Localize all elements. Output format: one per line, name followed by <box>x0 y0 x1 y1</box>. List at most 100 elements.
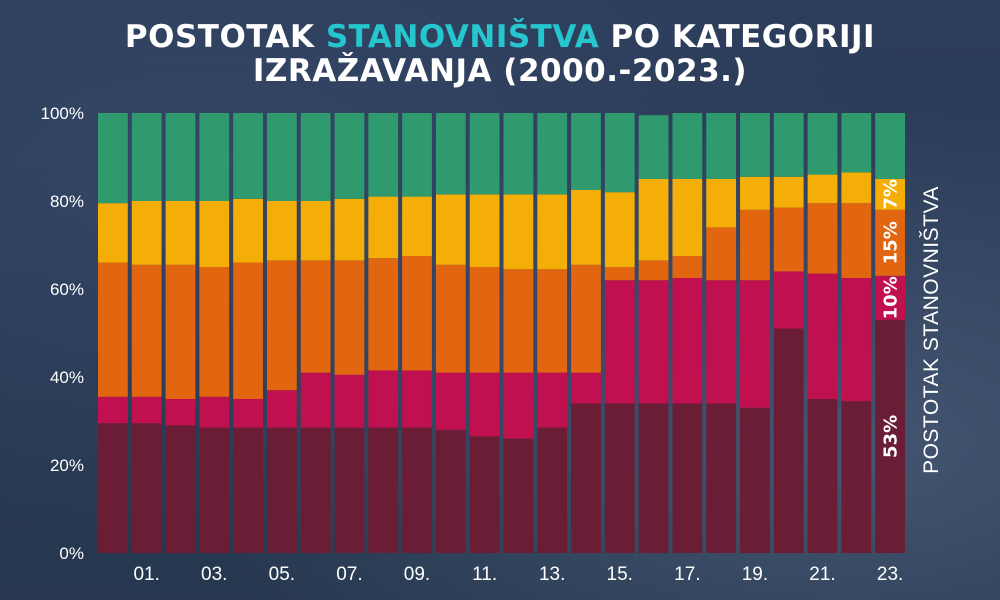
bar-segment-s1-10 <box>435 372 466 430</box>
x-tick-label: 23. <box>877 564 903 585</box>
bar-segment-s3-22 <box>841 172 872 204</box>
bar-segment-s1-05 <box>266 390 297 428</box>
bar-segment-s1-01 <box>131 396 162 424</box>
x-tick-label: 17. <box>674 564 700 585</box>
bar-segment-s1-16 <box>638 280 669 404</box>
data-label: 10% <box>881 276 902 319</box>
y-tick-label: 20% <box>50 456 84 475</box>
data-label: 16% <box>881 124 902 167</box>
bar-segment-s4-17 <box>672 113 703 179</box>
bar-segment-s0-11 <box>469 436 500 553</box>
bar-segment-s0-15 <box>604 403 635 553</box>
title-part-1: POSTOTAK <box>124 19 326 55</box>
bar-segment-s3-18 <box>706 179 737 228</box>
bar-segment-s0-23 <box>875 319 905 553</box>
bar-segment-s4-07 <box>334 113 365 199</box>
bar-segment-s1-11 <box>469 372 500 437</box>
bar-segment-s4-12 <box>503 113 534 195</box>
bar-segment-s3-07 <box>334 198 365 261</box>
bar-segment-s4-10 <box>435 113 466 195</box>
x-tick-label: 13. <box>539 564 565 585</box>
bar-segment-s3-23 <box>875 179 905 210</box>
bar-segment-s0-16 <box>638 403 669 553</box>
bar-segment-s3-20 <box>773 176 804 208</box>
bar-segment-s0-08 <box>368 427 399 553</box>
data-label: 53% <box>881 415 902 458</box>
bar-segment-s3-19 <box>740 176 770 210</box>
bar-segment-s2-09 <box>402 256 432 371</box>
bar-segment-s1-04 <box>233 399 263 428</box>
bar-segment-s1-03 <box>199 396 230 428</box>
bar-segment-s4-02 <box>165 113 196 201</box>
bar-segment-s0-01 <box>131 423 162 553</box>
bar-segment-s1-06 <box>300 372 331 428</box>
bar-segment-s3-21 <box>807 174 838 204</box>
bar-segment-s0-09 <box>402 427 432 553</box>
bar-segment-s4-05 <box>266 113 297 201</box>
bar-segment-s0-17 <box>672 403 703 553</box>
bar-segment-s2-21 <box>807 203 838 274</box>
bar-segment-s1-02 <box>165 399 196 426</box>
bar-segment-s4-14 <box>571 113 601 190</box>
bar-segment-s2-08 <box>368 258 399 371</box>
y-tick-label: 80% <box>50 192 84 211</box>
bar-segment-s0-03 <box>199 427 230 553</box>
bar-segment-s2-19 <box>740 209 770 281</box>
bar-segment-s0-05 <box>266 427 297 553</box>
bar-segment-s0-21 <box>807 399 838 553</box>
bar-segment-s2-05 <box>266 260 297 391</box>
bar-segment-s2-23 <box>875 209 905 276</box>
x-tick-label: 03. <box>201 564 227 585</box>
bar-segment-s4-22 <box>841 113 872 173</box>
bar-segment-s2-16 <box>638 260 669 281</box>
bar-segment-s3-09 <box>402 196 432 256</box>
bar-segment-s1-17 <box>672 278 703 404</box>
bar-segment-s0-22 <box>841 401 872 553</box>
bar-segment-s3-05 <box>266 201 297 261</box>
bar-segment-s2-12 <box>503 269 534 373</box>
bar-segment-s2-02 <box>165 264 196 399</box>
bar-segment-s2-13 <box>537 269 568 373</box>
x-tick-label: 11. <box>472 564 497 585</box>
y-tick-label: 0% <box>59 544 84 563</box>
bar-segment-s0-12 <box>503 438 534 553</box>
bar-segment-s2-14 <box>571 264 601 373</box>
bar-segment-s2-22 <box>841 203 872 278</box>
bar-segment-s1-09 <box>402 370 432 428</box>
bar-segment-s4-09 <box>402 113 432 197</box>
bar-segment-s4-08 <box>368 113 399 197</box>
bar-segment-s0-20 <box>773 328 804 553</box>
bar-segment-s0-13 <box>537 427 568 553</box>
bar-segment-s3-10 <box>435 194 466 265</box>
bar-segment-s3-00 <box>98 203 128 263</box>
bar-segment-s2-06 <box>300 260 331 373</box>
bar-segment-s4-01 <box>131 113 162 201</box>
bar-segment-s3-17 <box>672 179 703 256</box>
bar-segment-s4-18 <box>706 113 737 179</box>
bar-segment-s4-13 <box>537 113 568 195</box>
chart-title-line-1: POSTOTAK STANOVNIŠTVA PO KATEGORIJI <box>0 20 1000 54</box>
data-label: 7% <box>881 179 902 210</box>
x-tick-label: 01. <box>133 564 159 585</box>
bar-segment-s4-21 <box>807 113 838 175</box>
bar-segment-s4-03 <box>199 113 230 201</box>
bar-segment-s1-21 <box>807 273 838 399</box>
bar-segment-s3-14 <box>571 190 601 265</box>
bar-segment-s2-20 <box>773 207 804 272</box>
bar-segment-s4-00 <box>98 113 128 204</box>
bar-segment-s0-18 <box>706 403 737 553</box>
x-tick-label: 05. <box>269 564 295 585</box>
x-tick-label: 21. <box>809 564 835 585</box>
bar-segment-s4-23 <box>875 113 905 179</box>
bar-segment-s2-00 <box>98 262 128 397</box>
bar-segment-s0-14 <box>571 403 601 553</box>
bar-segment-s4-04 <box>233 113 263 199</box>
bar-segment-s2-15 <box>604 267 635 281</box>
bar-segment-s1-14 <box>571 372 601 404</box>
y-tick-label: 40% <box>50 368 84 387</box>
bar-segment-s0-02 <box>165 425 196 553</box>
bar-segment-s2-01 <box>131 264 162 397</box>
y-axis-title: POSTOTAK STANOVNIŠTVA <box>920 186 943 474</box>
bar-segment-s3-03 <box>199 201 230 267</box>
bar-segment-s0-06 <box>300 427 331 553</box>
